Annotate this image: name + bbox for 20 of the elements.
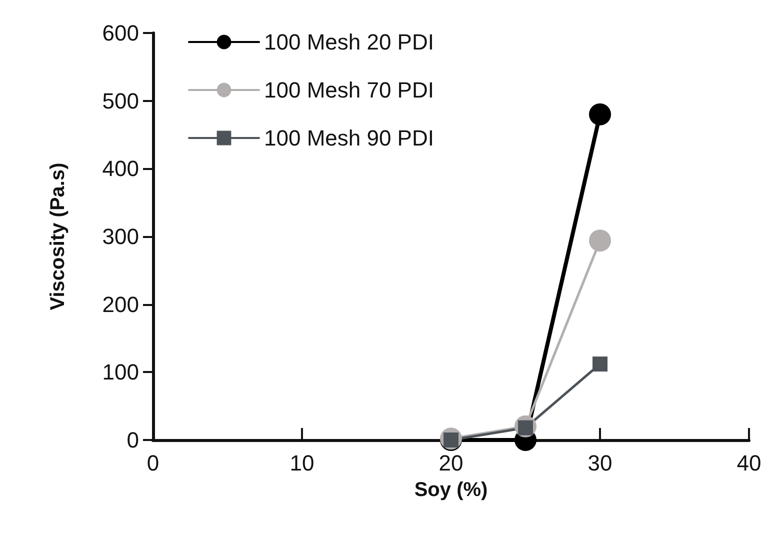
y-tick-label: 500 xyxy=(102,88,139,114)
x-axis-title: Soy (%) xyxy=(414,479,488,501)
y-tick-label: 200 xyxy=(102,292,139,317)
y-tick-label: 600 xyxy=(102,20,139,46)
x-tick-label: 40 xyxy=(736,450,762,476)
legend-label: 100 Mesh 20 PDI xyxy=(264,30,434,54)
point xyxy=(589,230,611,252)
y-tick-label: 400 xyxy=(102,156,139,182)
x-tick-label: 10 xyxy=(290,450,314,476)
x-tick-label: 0 xyxy=(146,450,160,476)
y-tick-label: 300 xyxy=(102,224,139,249)
x-tick-label: 20 xyxy=(438,450,464,476)
legend-label: 100 Mesh 70 PDI xyxy=(264,78,434,102)
y-tick-label: 100 xyxy=(102,360,139,385)
legend-label: 100 Mesh 90 PDI xyxy=(264,126,434,150)
x-tick-label: 30 xyxy=(588,450,612,476)
y-tick-label: 0 xyxy=(126,428,139,452)
y-axis-title: Viscosity (Pa.s) xyxy=(47,162,69,310)
point xyxy=(592,356,608,372)
point xyxy=(589,103,611,126)
